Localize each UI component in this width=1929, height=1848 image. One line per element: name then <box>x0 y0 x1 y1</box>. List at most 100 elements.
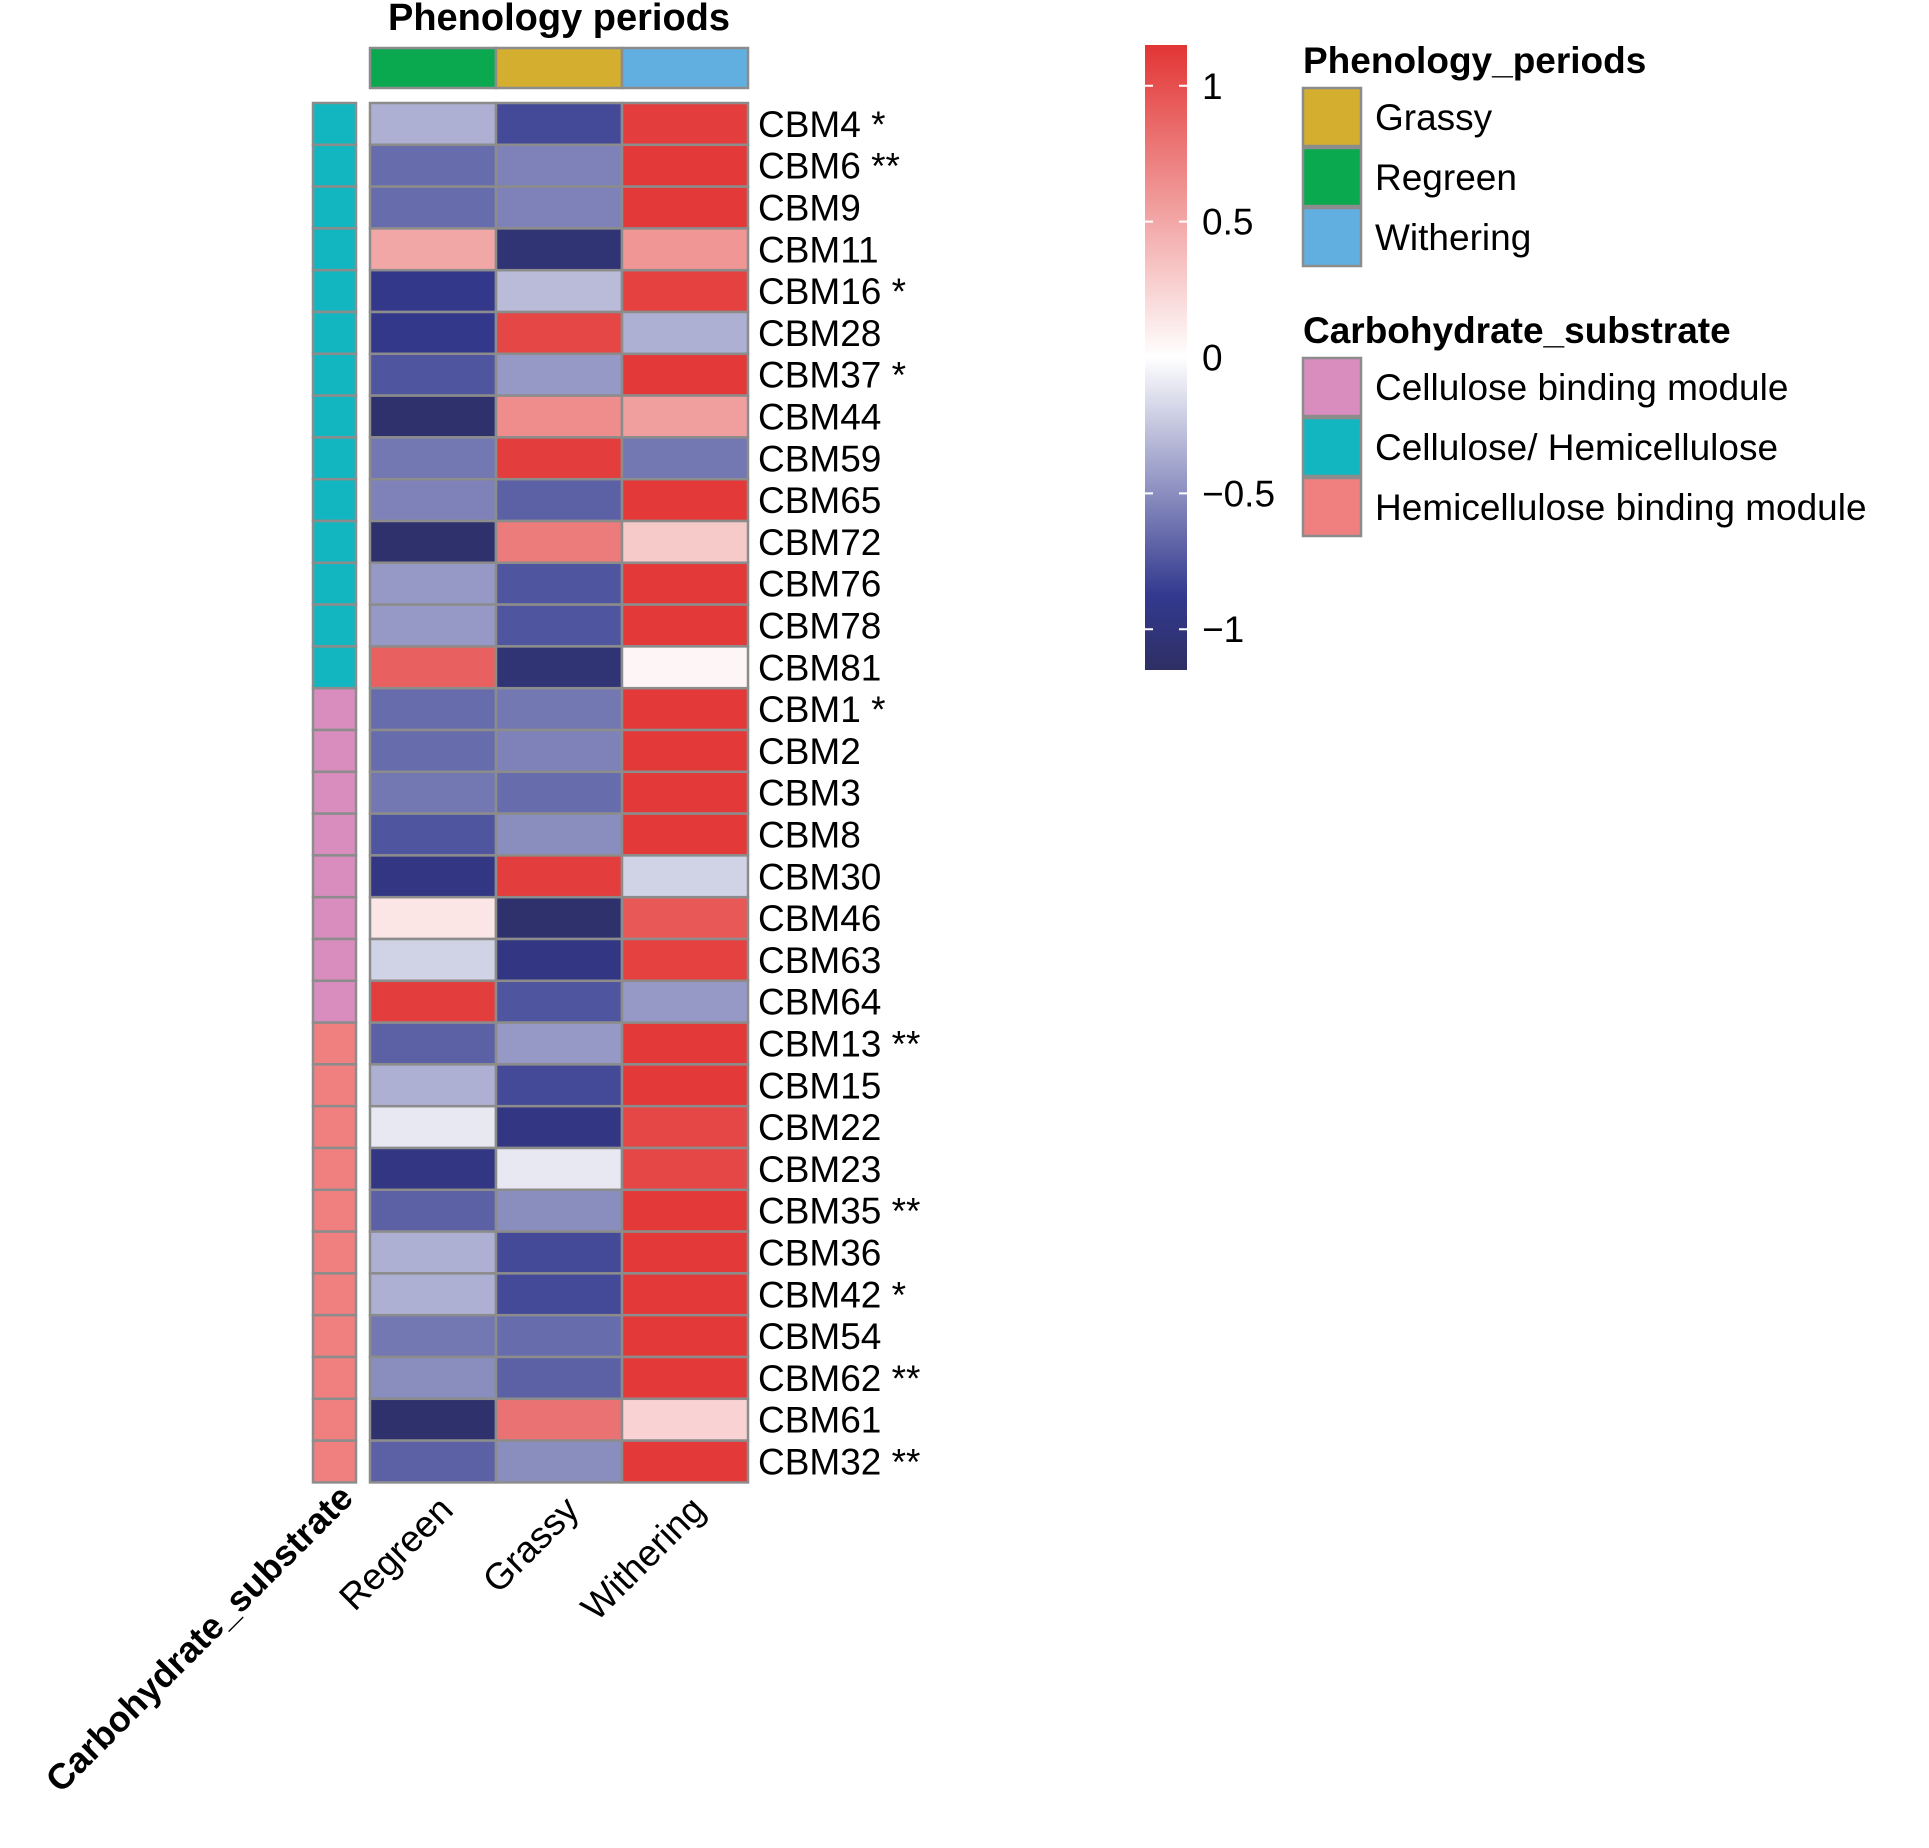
heatmap-cell <box>368 686 498 732</box>
heatmap-cell <box>494 770 624 815</box>
heatmap-cell <box>368 979 498 1024</box>
heatmap-cell <box>494 101 624 147</box>
heatmap-cell <box>494 310 624 356</box>
row-label-cbm6: CBM6 ** <box>758 146 900 187</box>
column-annotation-withering <box>620 46 750 90</box>
heatmap-cell <box>368 1021 498 1066</box>
heatmap-cell <box>494 895 624 941</box>
row-label-cbm2: CBM2 <box>758 731 861 772</box>
heatmap-cell <box>368 1313 498 1359</box>
row-annotation-cell <box>311 227 358 272</box>
heatmap-cell <box>620 477 750 523</box>
heatmap-cell <box>620 854 750 899</box>
heatmap-cell <box>494 686 624 732</box>
heatmap-cell <box>620 1188 750 1233</box>
heatmap-cell <box>368 812 498 857</box>
heatmap-cell <box>368 1146 498 1192</box>
heatmap-cell <box>368 1230 498 1275</box>
row-annotation-cell <box>311 645 358 690</box>
legend-label-regreen: Regreen <box>1375 157 1517 198</box>
colorbar-tick-label: 0 <box>1202 338 1223 379</box>
row-annotation-cell <box>311 1355 358 1401</box>
heatmap-cell <box>368 1397 498 1442</box>
row-annotation-bar <box>311 101 358 1484</box>
heatmap-cell <box>620 603 750 648</box>
row-annotation-cell <box>311 1146 358 1192</box>
heatmap-cell <box>494 1230 624 1275</box>
heatmap-cell <box>494 268 624 314</box>
row-label-cbm78: CBM78 <box>758 606 881 647</box>
legend-label-grassy: Grassy <box>1375 97 1493 138</box>
heatmap-cell <box>620 185 750 230</box>
legend-swatch-regreen <box>1301 146 1363 208</box>
heatmap-cell <box>494 436 624 481</box>
legend-label-cellulose-binding-module: Cellulose binding module <box>1375 367 1788 408</box>
heatmap-cell <box>620 895 750 941</box>
colorbar-tick-label: −0.5 <box>1202 473 1275 514</box>
heatmap-cell <box>494 185 624 230</box>
heatmap-cell <box>368 603 498 648</box>
legend-swatch-hemicellulose-binding-module <box>1301 476 1363 538</box>
row-label-cbm54: CBM54 <box>758 1316 881 1357</box>
column-label-grassy: Grassy <box>475 1488 587 1600</box>
heatmap-cell <box>494 979 624 1024</box>
column-annotation-bar <box>368 46 750 90</box>
legend-swatch-withering <box>1301 206 1363 268</box>
heatmap-cell <box>494 1188 624 1233</box>
row-annotation-cell <box>311 101 358 147</box>
row-annotation-cell <box>311 937 358 983</box>
heatmap-cell <box>368 561 498 606</box>
heatmap-cell <box>368 1439 498 1484</box>
heatmap-cell <box>494 1313 624 1359</box>
legend-title: Phenology_periods <box>1303 40 1646 81</box>
heatmap-cell <box>368 1104 498 1150</box>
heatmap-cell <box>620 1272 750 1317</box>
row-annotation-cell <box>311 1397 358 1442</box>
heatmap-cell <box>620 101 750 147</box>
heatmap-cell <box>620 143 750 188</box>
row-label-cbm28: CBM28 <box>758 313 881 354</box>
heatmap-cell <box>620 1397 750 1442</box>
legend-label-withering: Withering <box>1375 217 1531 258</box>
row-label-cbm65: CBM65 <box>758 480 881 521</box>
row-label-cbm62: CBM62 ** <box>758 1358 920 1399</box>
heatmap-cell <box>620 979 750 1024</box>
heatmap-cell <box>368 728 498 774</box>
row-annotation-cell <box>311 477 358 523</box>
heatmap-cell <box>368 645 498 690</box>
heatmap-cell <box>368 436 498 481</box>
heatmap-cell <box>494 1104 624 1150</box>
heatmap-cell <box>494 1397 624 1442</box>
heatmap-cell <box>368 1063 498 1108</box>
heatmap-cell <box>494 519 624 565</box>
heatmap-cell <box>368 895 498 941</box>
row-annotation-cell <box>311 1104 358 1150</box>
heatmap-cells <box>368 101 750 1484</box>
row-label-cbm22: CBM22 <box>758 1107 881 1148</box>
colorbar: 1 0.5 0 −0.5 −1 <box>1145 45 1275 670</box>
heatmap-cell <box>620 1021 750 1066</box>
row-label-cbm30: CBM30 <box>758 856 881 897</box>
row-annotation-cell <box>311 268 358 314</box>
row-annotation-cell <box>311 1439 358 1484</box>
heatmap-cell <box>620 1063 750 1108</box>
heatmap-cell <box>494 1021 624 1066</box>
heatmap-cell <box>494 1146 624 1192</box>
legend-swatch-cellulose-hemicellulose <box>1301 416 1363 478</box>
row-annotation-cell <box>311 895 358 941</box>
heatmap-cell <box>368 268 498 314</box>
heatmap-cell <box>620 268 750 314</box>
row-label-cbm81: CBM81 <box>758 647 881 688</box>
row-annotation-cell <box>311 1313 358 1359</box>
colorbar-tick-label: 1 <box>1202 66 1223 107</box>
row-label-cbm46: CBM46 <box>758 898 881 939</box>
heatmap-cell <box>620 1230 750 1275</box>
heatmap-cell <box>620 561 750 606</box>
row-label-cbm3: CBM3 <box>758 773 861 814</box>
legend-swatch-cellulose-binding-module <box>1301 356 1363 418</box>
heatmap-cell <box>620 310 750 356</box>
heatmap-cell <box>620 812 750 857</box>
